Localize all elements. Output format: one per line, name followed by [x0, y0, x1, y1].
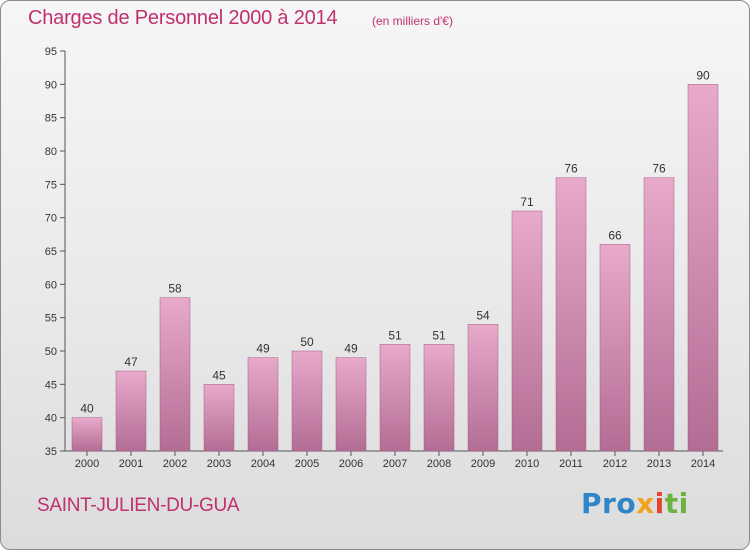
- x-tick-label: 2010: [515, 458, 539, 470]
- x-tick-label: 2013: [647, 458, 671, 470]
- proxiti-logo[interactable]: Proxiti: [581, 487, 689, 520]
- bar-value-label: 71: [520, 195, 534, 209]
- bar-value-label: 51: [388, 328, 402, 342]
- bar-value-label: 90: [696, 68, 710, 82]
- commune-name: SAINT-JULIEN-DU-GUA: [37, 495, 240, 516]
- y-tick-label: 75: [45, 179, 57, 191]
- bar-value-label: 58: [168, 282, 182, 296]
- y-tick-label: 45: [45, 379, 57, 391]
- bar-value-label: 49: [256, 342, 270, 356]
- x-tick-label: 2008: [427, 458, 451, 470]
- logo-part: Pro: [581, 487, 637, 520]
- bar[interactable]: [291, 350, 323, 452]
- x-tick-label: 2001: [119, 458, 143, 470]
- y-tick-label: 60: [45, 279, 57, 291]
- y-tick-label: 40: [45, 413, 57, 425]
- bar-value-label: 76: [652, 162, 666, 176]
- y-tick-label: 35: [45, 446, 57, 458]
- bar-value-label: 66: [608, 228, 622, 242]
- bar[interactable]: [511, 210, 543, 452]
- bar[interactable]: [335, 357, 367, 452]
- x-tick-label: 2007: [383, 458, 407, 470]
- bar[interactable]: [423, 344, 455, 452]
- chart-subtitle: (en milliers d'€): [372, 14, 453, 28]
- x-tick-label: 2000: [75, 458, 99, 470]
- y-tick-label: 50: [45, 346, 57, 358]
- bar[interactable]: [247, 357, 279, 452]
- y-tick-label: 55: [45, 313, 57, 325]
- y-tick-label: 95: [45, 46, 57, 58]
- x-tick-label: 2011: [559, 458, 583, 470]
- bar[interactable]: [555, 177, 587, 452]
- x-tick-label: 2004: [251, 458, 275, 470]
- bar[interactable]: [159, 297, 191, 452]
- x-tick-label: 2003: [207, 458, 231, 470]
- x-tick-label: 2006: [339, 458, 363, 470]
- logo-part: i: [654, 487, 665, 520]
- y-tick-label: 65: [45, 246, 57, 258]
- bar[interactable]: [467, 324, 499, 452]
- bar[interactable]: [115, 370, 147, 452]
- bar[interactable]: [71, 417, 103, 452]
- bar-value-label: 76: [564, 162, 578, 176]
- y-tick-label: 70: [45, 213, 57, 225]
- x-tick-label: 2002: [163, 458, 187, 470]
- logo-part: x: [636, 487, 655, 520]
- logo-part: ti: [664, 487, 689, 520]
- x-tick-label: 2012: [603, 458, 627, 470]
- bar[interactable]: [687, 84, 719, 452]
- bar[interactable]: [203, 384, 235, 452]
- x-tick-label: 2014: [691, 458, 715, 470]
- y-tick-label: 90: [45, 79, 57, 91]
- chart-title: Charges de Personnel 2000 à 2014: [28, 7, 338, 29]
- bar-value-label: 54: [476, 308, 490, 322]
- bar-value-label: 51: [432, 328, 446, 342]
- bar[interactable]: [379, 344, 411, 452]
- x-tick-label: 2005: [295, 458, 319, 470]
- bar-value-label: 50: [300, 335, 314, 349]
- bar-value-label: 40: [80, 402, 94, 416]
- y-tick-label: 80: [45, 146, 57, 158]
- bar[interactable]: [643, 177, 675, 452]
- bar[interactable]: [599, 244, 631, 452]
- bar-value-label: 45: [212, 368, 226, 382]
- x-tick-label: 2009: [471, 458, 495, 470]
- y-tick-label: 85: [45, 113, 57, 125]
- bar-value-label: 49: [344, 342, 358, 356]
- bar-value-label: 47: [124, 355, 138, 369]
